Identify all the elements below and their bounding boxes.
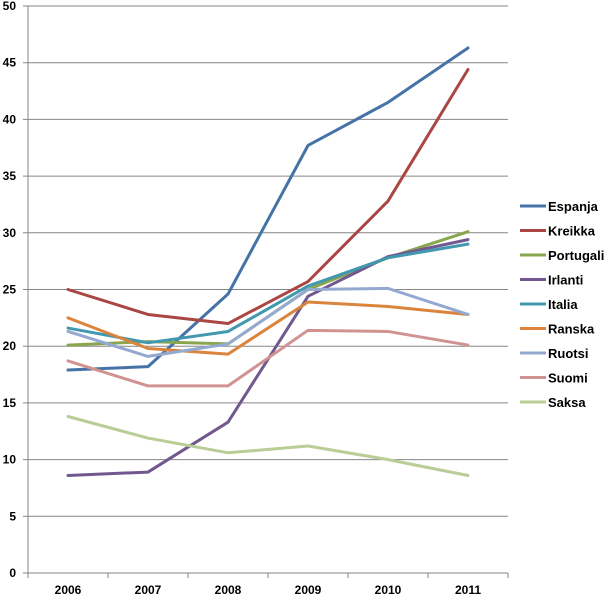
legend-item-irlanti: Irlanti bbox=[520, 273, 583, 288]
series-line-espanja bbox=[66, 46, 470, 372]
series-line-saksa bbox=[66, 415, 470, 477]
y-tick-label: 15 bbox=[3, 396, 17, 410]
x-tick-label: 2007 bbox=[135, 583, 162, 597]
x-axis-ticks: 2006 2007 2008 2009 2010 2011 bbox=[27, 573, 509, 597]
x-tick-label: 2008 bbox=[215, 583, 242, 597]
legend-label: Italia bbox=[548, 297, 578, 312]
legend-label: Ranska bbox=[548, 322, 595, 337]
legend-item-ruotsi: Ruotsi bbox=[520, 346, 588, 361]
legend-item-saksa: Saksa bbox=[520, 395, 586, 410]
x-tick-label: 2011 bbox=[455, 583, 481, 597]
series-line-italia bbox=[66, 242, 470, 345]
axes bbox=[23, 6, 508, 578]
series-lines bbox=[66, 46, 470, 477]
legend-item-portugali: Portugali bbox=[520, 248, 604, 263]
y-tick-label: 50 bbox=[3, 0, 17, 13]
y-axis-ticks: 0 5 10 15 20 25 30 35 40 45 50 bbox=[3, 0, 28, 580]
legend-item-italia: Italia bbox=[520, 297, 578, 312]
y-tick-label: 20 bbox=[3, 339, 17, 353]
series-line-ruotsi bbox=[66, 286, 470, 358]
y-tick-label: 5 bbox=[9, 509, 16, 523]
legend-item-kreikka: Kreikka bbox=[520, 224, 596, 239]
legend-item-suomi: Suomi bbox=[520, 371, 588, 386]
y-tick-label: 10 bbox=[3, 453, 17, 467]
x-tick-label: 2010 bbox=[375, 583, 402, 597]
series-line-kreikka bbox=[66, 68, 470, 326]
legend-label: Irlanti bbox=[548, 273, 583, 288]
y-tick-label: 30 bbox=[3, 226, 17, 240]
legend-label: Suomi bbox=[548, 371, 588, 386]
series-line-ranska bbox=[66, 300, 470, 356]
legend-label: Portugali bbox=[548, 248, 604, 263]
series-line-suomi bbox=[66, 328, 470, 388]
legend-label: Saksa bbox=[548, 395, 586, 410]
y-tick-label: 40 bbox=[3, 112, 17, 126]
legend-label: Kreikka bbox=[548, 224, 596, 239]
y-tick-label: 0 bbox=[9, 566, 16, 580]
x-tick-label: 2009 bbox=[295, 583, 322, 597]
legend-item-espanja: Espanja bbox=[520, 199, 599, 214]
x-tick-label: 2006 bbox=[55, 583, 82, 597]
gridlines bbox=[28, 5, 508, 517]
legend-label: Ruotsi bbox=[548, 346, 588, 361]
legend: Espanja Kreikka Portugali Irlanti Italia Rans… bbox=[520, 199, 604, 410]
y-tick-label: 45 bbox=[3, 56, 17, 70]
y-tick-label: 35 bbox=[3, 169, 17, 183]
legend-label: Espanja bbox=[548, 199, 599, 214]
legend-item-ranska: Ranska bbox=[520, 322, 595, 337]
y-tick-label: 25 bbox=[3, 283, 17, 297]
